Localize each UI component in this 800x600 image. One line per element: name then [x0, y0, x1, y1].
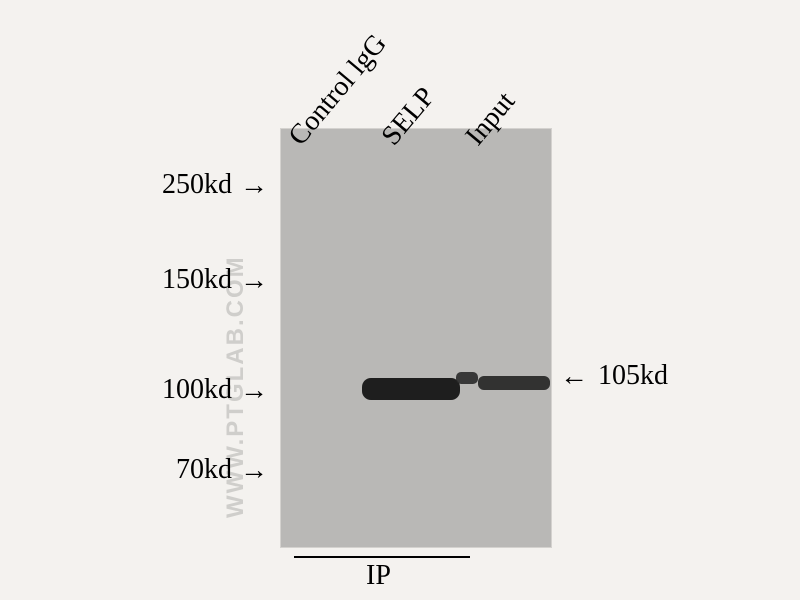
marker-arrow-icon: → [240, 169, 268, 201]
band [478, 376, 550, 390]
band [362, 378, 460, 400]
marker-arrow-icon: → [240, 454, 268, 486]
target-arrow-icon: ← [560, 360, 588, 392]
blot-membrane [280, 128, 552, 548]
target-band-label: 105kd [598, 360, 668, 392]
western-blot-figure: WWW.PTGLAB.COM 250kd→150kd→100kd→70kd→ ←… [0, 0, 800, 600]
marker-label: 70kd [176, 454, 232, 486]
marker-label: 100kd [162, 374, 232, 406]
marker-arrow-icon: → [240, 374, 268, 406]
marker-label: 150kd [162, 264, 232, 296]
marker-arrow-icon: → [240, 264, 268, 296]
marker-label: 250kd [162, 169, 232, 201]
ip-label: IP [366, 560, 391, 592]
ip-bar [294, 556, 470, 558]
band [456, 372, 478, 384]
